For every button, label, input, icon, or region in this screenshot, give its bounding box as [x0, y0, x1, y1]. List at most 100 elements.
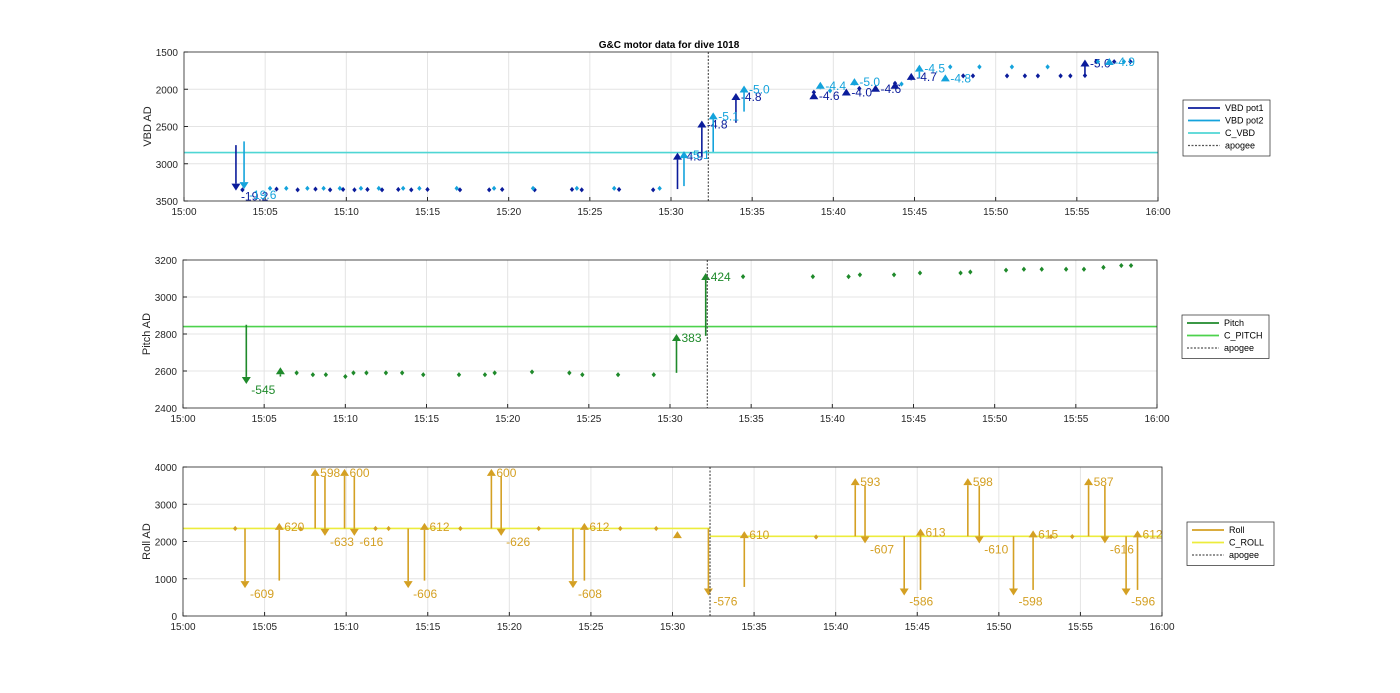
roll-arrow-head: [349, 528, 359, 536]
roll-point: [233, 525, 238, 532]
x-tick-label: 15:25: [576, 414, 601, 425]
vbd-pot1-data-label: -4.7: [916, 70, 937, 84]
pitch-point: [1128, 262, 1134, 269]
vbd-pot2-point: [358, 185, 364, 191]
vbd-pot2-point: [321, 185, 326, 191]
vbd-pot1-point: [579, 187, 584, 193]
x-tick-label: 15:30: [657, 414, 682, 425]
vbd-pot1-point: [811, 89, 817, 95]
vbd-pot1-point: [1068, 73, 1073, 79]
roll-arrow-head: [1133, 530, 1143, 538]
x-tick-label: 15:20: [497, 622, 522, 633]
vbd-pot2-point: [1121, 59, 1127, 65]
vbd-pot1-point: [970, 73, 976, 79]
roll-data-label: -616: [1110, 542, 1134, 556]
y-axis-label: Roll AD: [141, 523, 153, 560]
vbd-pot2-data-label: -5.1: [689, 148, 710, 162]
roll-data-label: -616: [359, 535, 383, 549]
vbd-pot2-point: [305, 185, 310, 191]
roll-arrow-head: [916, 528, 926, 536]
legend-entry: Pitch: [1224, 318, 1244, 328]
pitch-point: [1021, 266, 1027, 272]
roll-data-label: -606: [413, 587, 437, 601]
y-tick-label: 3500: [156, 197, 179, 208]
vbd-pot1-point: [240, 187, 245, 193]
pitch-point: [529, 369, 535, 375]
pitch-arrow-head: [241, 376, 251, 384]
vbd-pot2-point: [337, 185, 343, 191]
axes-frame: [182, 259, 1158, 409]
pitch-point: [1081, 266, 1087, 272]
vbd-pot1-point: [616, 186, 622, 193]
vbd-pot1-point: [457, 187, 463, 193]
vbd-pot2-point: [948, 64, 953, 70]
vbd-pot2-point: [977, 64, 982, 70]
vbd-pot2-point: [417, 185, 422, 191]
vbd-pot2-arrow-head: [815, 81, 825, 89]
y-tick-label: 2400: [155, 404, 178, 415]
pitch-point: [1063, 266, 1069, 272]
x-tick-label: 15:25: [577, 207, 602, 218]
x-tick-label: 15:30: [660, 622, 685, 633]
pitch-point: [364, 370, 369, 376]
roll-arrow-head: [974, 536, 984, 544]
roll-data-label: 620: [284, 520, 304, 534]
vbd-pot2-point: [530, 185, 536, 191]
y-tick-label: 2500: [156, 123, 179, 134]
panel-1: 15:00 15:05 15:10 15:15 15:20 15:25 15:30 15:35…: [142, 48, 1271, 218]
pitch-point: [958, 270, 963, 276]
vbd-pot2-arrow-head: [940, 74, 950, 82]
legend-box: [1186, 521, 1275, 566]
vbd-pot2-arrow-head: [914, 64, 924, 72]
pitch-point: [846, 274, 851, 280]
vbd-pot2-data-label: -4.9: [1114, 55, 1135, 69]
pitch-arrow-head: [275, 367, 285, 375]
pitch-point: [615, 372, 621, 378]
roll-arrow-head: [703, 588, 713, 596]
vbd-pot1-arrow-head: [809, 92, 819, 100]
roll-point: [1048, 534, 1054, 540]
vbd-pot2-point: [267, 185, 273, 191]
vbd-pot2-data-label: -4.5: [924, 62, 945, 76]
roll-arrow-head: [899, 588, 909, 596]
pitch-point: [343, 373, 348, 380]
pitch-point: [421, 372, 426, 378]
roll-point: [618, 525, 623, 532]
roll-point: [373, 525, 378, 532]
pitch-point: [456, 372, 462, 378]
roll-data-label: -607: [870, 542, 894, 556]
vbd-pot1-point: [409, 187, 414, 193]
roll-arrow-head: [579, 522, 589, 530]
pitch-point: [323, 372, 329, 378]
vbd-pot2-point: [827, 88, 833, 94]
vbd-pot1-point: [295, 187, 300, 193]
x-tick-label: 15:20: [496, 207, 521, 218]
pitch-data-label: -545: [251, 383, 275, 397]
pitch-point: [740, 274, 746, 280]
roll-point: [298, 526, 303, 532]
vbd-pot1-data-label: -19.2: [241, 190, 269, 204]
x-tick-label: 15:50: [983, 207, 1008, 218]
vbd-pot2-point: [491, 185, 497, 191]
roll-point: [1070, 534, 1075, 540]
roll-arrow-head: [274, 522, 284, 530]
x-tick-label: 15:40: [821, 207, 846, 218]
pitch-point: [567, 370, 572, 376]
x-tick-label: 15:25: [578, 622, 603, 633]
roll-arrow-head: [1009, 588, 1019, 596]
vbd-pot1-point: [379, 187, 385, 193]
pitch-point: [383, 370, 389, 376]
roll-data-label: 593: [860, 475, 880, 489]
vbd-pot1-point: [365, 186, 370, 193]
x-tick-label: 15:35: [740, 207, 765, 218]
roll-data-label: -633: [330, 535, 354, 549]
vbd-pot2-point: [1045, 64, 1050, 70]
roll-data-label: -596: [1131, 595, 1155, 609]
x-tick-label: 15:45: [905, 622, 930, 633]
x-tick-label: 15:00: [170, 414, 195, 425]
x-tick-label: 15:55: [1064, 207, 1089, 218]
vbd-pot2-point: [284, 185, 289, 191]
pitch-point: [891, 272, 897, 278]
pitch-point: [810, 274, 816, 280]
